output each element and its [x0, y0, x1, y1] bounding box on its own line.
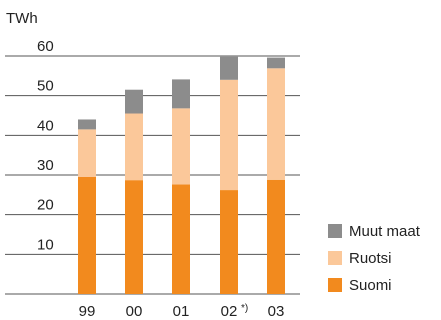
legend: Muut maat Ruotsi Suomi — [328, 223, 421, 294]
bar-segment-suomi-99 — [78, 176, 96, 294]
x-tick-label: 03 — [268, 303, 285, 320]
bar-segment-suomi-03 — [267, 179, 285, 294]
bar-segment-ruotsi-03 — [267, 68, 285, 180]
y-tick-label: 40 — [37, 117, 54, 134]
legend-swatch — [328, 224, 342, 238]
bar-segment-ruotsi-00 — [125, 113, 143, 181]
y-axis: TWh 10 20 30 40 50 60 — [6, 10, 54, 253]
y-tick-label: 30 — [37, 157, 54, 174]
legend-swatch — [328, 251, 342, 265]
bar-segment-muut-maat-00 — [125, 89, 143, 114]
bar-segment-ruotsi-01 — [172, 108, 190, 185]
x-tick-footnote-marker: *) — [241, 303, 248, 314]
bar-segment-muut-maat-02 — [220, 56, 238, 80]
bar-segment-ruotsi-02 — [220, 79, 238, 191]
bar-segment-suomi-02 — [220, 190, 238, 294]
bar-segment-ruotsi-99 — [78, 129, 96, 177]
x-axis: 99 00 01 02 *) 03 — [79, 303, 285, 320]
bar-segment-suomi-01 — [172, 184, 190, 294]
bar-segment-suomi-00 — [125, 180, 143, 294]
bars — [78, 56, 285, 294]
y-tick-label: 20 — [37, 197, 54, 214]
y-tick-label: 10 — [37, 236, 54, 253]
legend-label: Ruotsi — [349, 250, 392, 267]
bar-segment-muut-maat-99 — [78, 119, 96, 130]
x-tick-label: 99 — [79, 303, 96, 320]
x-tick-label: 00 — [126, 303, 143, 320]
x-tick-label: 02 — [221, 303, 238, 320]
y-tick-label: 50 — [37, 78, 54, 95]
legend-swatch — [328, 278, 342, 292]
y-tick-label: 60 — [37, 38, 54, 55]
y-gridlines — [5, 55, 300, 295]
bar-segment-muut-maat-01 — [172, 79, 190, 109]
legend-label: Suomi — [349, 277, 392, 294]
legend-label: Muut maat — [349, 223, 421, 240]
x-tick-label: 01 — [173, 303, 190, 320]
y-axis-unit-label: TWh — [6, 10, 38, 27]
bar-segment-muut-maat-03 — [267, 57, 285, 69]
